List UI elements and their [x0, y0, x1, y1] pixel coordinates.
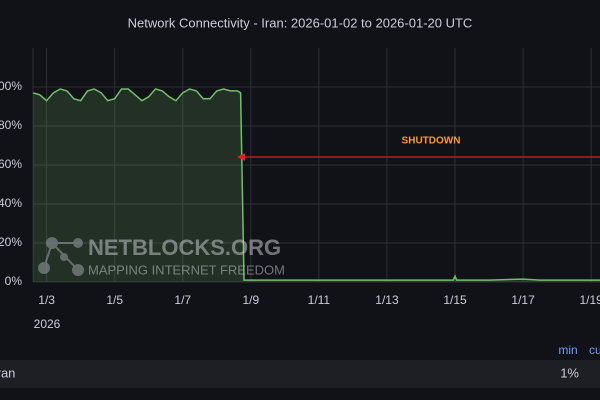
watermark-brand: NETBLOCKS.ORG [88, 235, 281, 260]
annotation: SHUTDOWN [402, 136, 461, 147]
y-tick-label: 60% [0, 157, 22, 171]
y-tick-label: 100% [0, 79, 22, 93]
grid: 0% 20% 40% 60% 80% 100% 1/3 1/5 1/7 1/9 1/11 1/13 1/… [0, 48, 600, 307]
legend-row [0, 360, 600, 388]
x-tick-label: 1/9 [242, 293, 259, 307]
x-tick-label: 1/13 [375, 293, 399, 307]
y-tick-label: 80% [0, 118, 22, 132]
y-tick-label: 20% [0, 235, 22, 249]
x-tick-label: 1/3 [38, 293, 55, 307]
legend-series-name: Iran [0, 365, 15, 380]
x-year-label: 2026 [34, 317, 61, 331]
legend-column: current [589, 343, 600, 357]
y-tick-label: 40% [0, 196, 22, 210]
x-tick-label: 1/7 [174, 293, 191, 307]
y-tick-label: 0% [5, 274, 23, 288]
legend-min: 1% [560, 365, 579, 380]
x-tick-label: 1/17 [511, 293, 535, 307]
area [33, 89, 600, 282]
x-tick-label: 1/11 [308, 293, 331, 307]
legend-column: min [558, 343, 577, 357]
watermark: NETBLOCKS.ORG MAPPING INTERNET FREEDOM [38, 235, 285, 277]
x-tick-label: 1/19 [579, 293, 600, 307]
line [32, 88, 600, 281]
watermark-logo [38, 237, 84, 276]
plot [32, 88, 600, 282]
chart-title: Network Connectivity - Iran: 2026-01-02 … [128, 15, 473, 30]
x-tick-label: 1/5 [106, 293, 123, 307]
annotation-arrowhead [237, 153, 245, 161]
x-tick-label: 1/15 [443, 293, 467, 307]
watermark-tagline: MAPPING INTERNET FREEDOM [88, 262, 285, 277]
